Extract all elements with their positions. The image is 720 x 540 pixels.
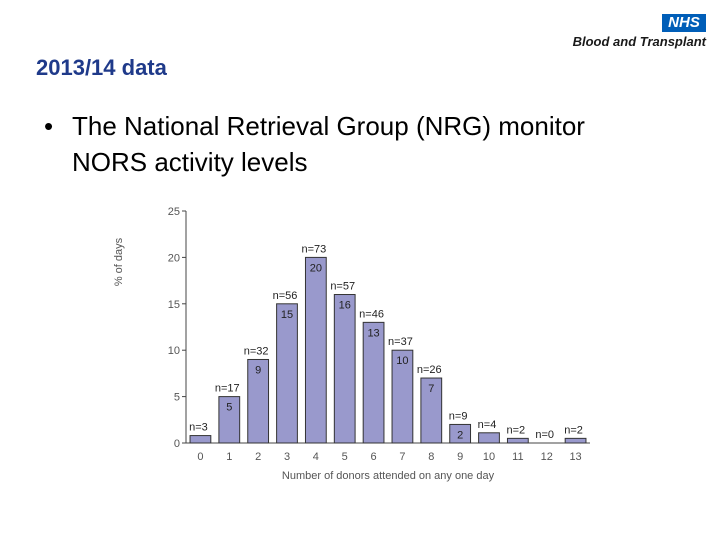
bar-n-label: n=0 xyxy=(535,429,554,441)
x-axis-ticks: 0 1 2 3 4 5 6 7 8 9 10 11 12 13 xyxy=(197,451,581,463)
x-tick-label: 11 xyxy=(512,451,523,463)
bar-n-label: n=17 xyxy=(215,383,240,395)
bar-value-label: 9 xyxy=(255,364,261,376)
nhs-badge: NHS xyxy=(662,14,706,32)
x-tick-label: 3 xyxy=(284,451,290,463)
x-tick-label: 9 xyxy=(457,451,463,463)
x-axis-label: Number of donors attended on any one day xyxy=(282,470,495,482)
bar-n-label: n=56 xyxy=(273,290,298,302)
bar-n-label: n=26 xyxy=(417,364,442,376)
x-tick-label: 1 xyxy=(226,451,232,463)
y-tick-label: 25 xyxy=(168,206,180,218)
bar-n-label: n=57 xyxy=(330,281,355,293)
x-tick-label: 8 xyxy=(428,451,434,463)
bar-n-label: n=46 xyxy=(359,308,384,320)
y-tick-label: 15 xyxy=(168,299,180,311)
bar-n-label: n=73 xyxy=(301,243,326,255)
x-tick-label: 4 xyxy=(313,451,319,463)
y-tick-label: 0 xyxy=(174,438,180,450)
bars-group: n=3 5 n=17 9 n=32 15 n=56 20 n=73 16 n=57 13 n=46 10 n… xyxy=(189,243,587,444)
bar-value-label: 2 xyxy=(457,429,463,441)
nhsbt-logo: NHS Blood and Transplant xyxy=(546,14,706,54)
bar-n-label: n=4 xyxy=(478,419,497,431)
bar xyxy=(247,358,270,444)
bar-n-label: n=9 xyxy=(449,410,468,422)
x-tick-label: 0 xyxy=(197,451,203,463)
bullet-point: • The National Retrieval Group (NRG) mon… xyxy=(44,108,644,180)
bar-value-label: 5 xyxy=(226,402,232,414)
bar xyxy=(449,423,472,444)
y-axis-ticks: 0 5 10 15 20 25 xyxy=(168,206,186,450)
bar xyxy=(506,437,529,444)
bar xyxy=(189,435,212,444)
x-tick-label: 5 xyxy=(342,451,348,463)
bar xyxy=(362,321,385,444)
x-tick-label: 13 xyxy=(569,451,581,463)
bar-value-label: 13 xyxy=(367,327,379,339)
bar xyxy=(333,294,356,444)
bar-n-label: n=37 xyxy=(388,336,413,348)
bar xyxy=(391,349,414,444)
bar xyxy=(218,396,241,444)
y-tick-label: 10 xyxy=(168,345,180,357)
x-tick-label: 12 xyxy=(541,451,553,463)
bar-n-label: n=32 xyxy=(244,345,269,357)
bar-value-label: 20 xyxy=(310,262,322,274)
y-tick-label: 5 xyxy=(174,392,180,404)
slide-title: 2013/14 data xyxy=(36,55,167,80)
x-tick-label: 10 xyxy=(483,451,495,463)
bar xyxy=(564,437,587,444)
bar xyxy=(420,377,443,444)
bar xyxy=(304,256,327,444)
bar-value-label: 7 xyxy=(428,383,434,395)
bar-value-label: 15 xyxy=(281,309,293,321)
bar-n-label: n=3 xyxy=(189,422,208,434)
bar xyxy=(478,432,500,444)
x-tick-label: 2 xyxy=(255,451,261,463)
y-tick-label: 20 xyxy=(168,252,180,264)
y-axis-label: % of days xyxy=(113,237,125,286)
x-tick-label: 7 xyxy=(399,451,405,463)
x-tick-label: 6 xyxy=(371,451,377,463)
bullet-dot-icon: • xyxy=(44,111,54,141)
bullet-text: The National Retrieval Group (NRG) monit… xyxy=(72,111,585,177)
bar-value-label: 16 xyxy=(339,300,351,312)
bar xyxy=(276,303,298,444)
bar-n-label: n=2 xyxy=(564,424,583,436)
bar-n-label: n=2 xyxy=(507,424,526,436)
bar-value-label: 10 xyxy=(396,355,408,367)
logo-text: Blood and Transplant xyxy=(572,34,706,49)
